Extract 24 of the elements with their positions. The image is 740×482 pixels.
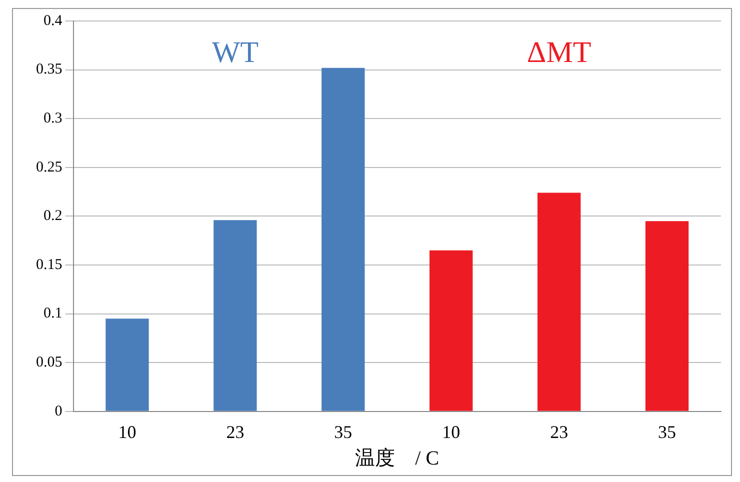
bar bbox=[322, 68, 365, 411]
text: WT bbox=[212, 36, 259, 69]
y-tick-label: 0.3 bbox=[44, 110, 62, 127]
y-tick-label: 0 bbox=[54, 403, 62, 420]
x-axis-title: 温度 / C bbox=[355, 447, 440, 470]
x-tick-label: 35 bbox=[658, 422, 676, 442]
bar bbox=[430, 250, 473, 411]
x-tick-label: 10 bbox=[442, 422, 460, 442]
bar bbox=[645, 221, 689, 411]
text: ΔMT bbox=[526, 36, 592, 69]
x-tick-label: 10 bbox=[118, 422, 136, 442]
x-tick-label: 23 bbox=[226, 422, 244, 442]
x-tick-label: 23 bbox=[550, 422, 568, 442]
bar bbox=[106, 318, 149, 411]
y-tick-label: 0.1 bbox=[44, 306, 62, 322]
x-tick-label: 35 bbox=[334, 422, 352, 442]
y-tick-label: 0.4 bbox=[44, 12, 63, 29]
y-tick-label: 0.05 bbox=[36, 354, 62, 371]
bar bbox=[214, 220, 257, 411]
bar bbox=[537, 192, 581, 411]
y-tick-label: 0.25 bbox=[36, 159, 62, 176]
y-tick-label: 0.35 bbox=[36, 62, 62, 78]
y-tick-label: 0.2 bbox=[44, 208, 62, 224]
y-tick-label: 0.15 bbox=[36, 256, 62, 273]
